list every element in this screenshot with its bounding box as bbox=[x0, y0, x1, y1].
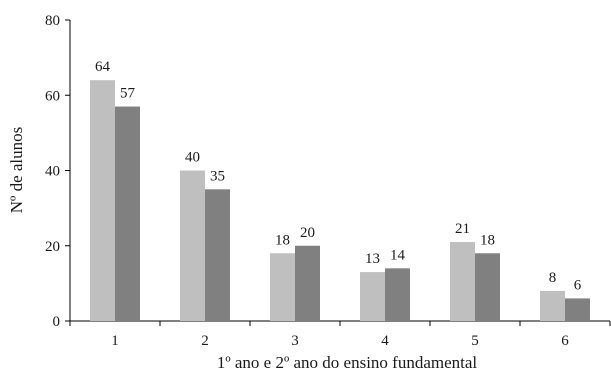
y-tick-label: 0 bbox=[53, 314, 61, 330]
bar-value-label: 64 bbox=[95, 59, 111, 75]
x-tick-label: 3 bbox=[291, 333, 299, 349]
bar-value-label: 35 bbox=[210, 168, 225, 184]
bar-series-2 bbox=[475, 253, 500, 321]
bars bbox=[90, 80, 590, 321]
bar-value-label: 20 bbox=[300, 225, 315, 241]
y-axis-title: Nº de alunos bbox=[7, 127, 26, 213]
bar-value-label: 57 bbox=[120, 86, 136, 102]
bar-series-2 bbox=[205, 189, 230, 321]
y-tick-label: 80 bbox=[45, 13, 60, 29]
bar-value-label: 18 bbox=[275, 232, 290, 248]
x-axis-title: 1º ano e 2º ano do ensino fundamental bbox=[217, 353, 478, 372]
bar-value-label: 13 bbox=[365, 251, 380, 267]
x-tick-label: 4 bbox=[381, 333, 389, 349]
bar-series-1 bbox=[540, 290, 565, 321]
x-tick-label: 1 bbox=[111, 333, 119, 349]
bar-value-label: 8 bbox=[549, 270, 557, 286]
bar-series-2 bbox=[115, 106, 140, 321]
y-tick-label: 40 bbox=[45, 164, 60, 180]
bar-series-2 bbox=[565, 298, 590, 321]
bar-value-label: 18 bbox=[480, 232, 495, 248]
y-tick-label: 20 bbox=[45, 239, 60, 255]
bar-series-1 bbox=[360, 272, 385, 321]
bar-series-2 bbox=[385, 268, 410, 321]
bar-value-label: 21 bbox=[455, 221, 470, 237]
y-axis: 0 20 40 60 80 bbox=[45, 13, 71, 330]
x-tick-label: 6 bbox=[561, 333, 569, 349]
x-axis: 1 2 3 4 5 6 bbox=[69, 320, 611, 349]
bar-value-label: 40 bbox=[185, 150, 200, 166]
bar-series-1 bbox=[180, 170, 205, 321]
bar-series-1 bbox=[270, 253, 295, 321]
bar-labels: 64 40 18 13 21 8 57 35 20 14 18 6 bbox=[95, 59, 582, 293]
x-tick-label: 2 bbox=[201, 333, 209, 349]
y-tick-label: 60 bbox=[45, 88, 60, 104]
bar-series-1 bbox=[450, 241, 475, 321]
bar-series-2 bbox=[295, 245, 320, 321]
bar-series-1 bbox=[90, 80, 115, 321]
bar-value-label: 6 bbox=[574, 277, 582, 293]
bar-value-label: 14 bbox=[390, 247, 406, 263]
x-tick-label: 5 bbox=[471, 333, 479, 349]
